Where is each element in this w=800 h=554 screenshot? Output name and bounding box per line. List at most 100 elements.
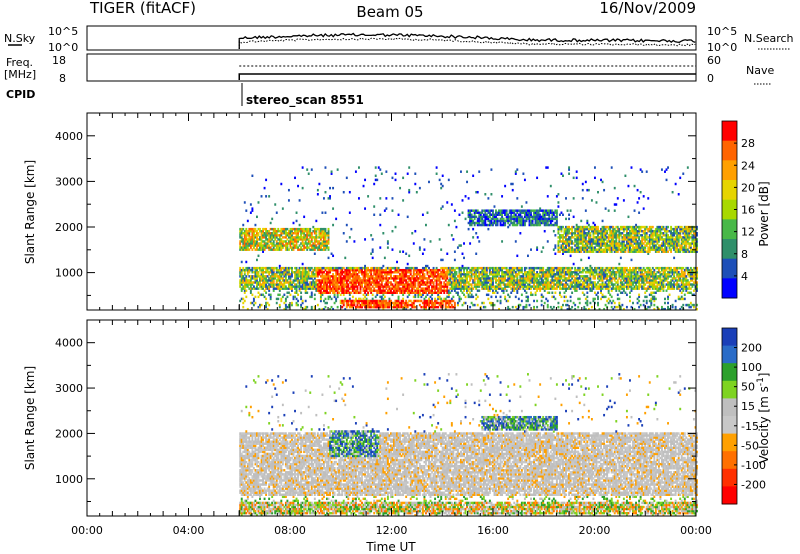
heatmap-cell [542, 221, 545, 225]
heatmap-cell [587, 285, 590, 288]
heatmap-cell [304, 234, 307, 237]
heatmap-cell [501, 273, 504, 276]
heatmap-cell [476, 279, 479, 282]
heatmap-cell [525, 215, 528, 219]
heatmap-cell [543, 301, 546, 305]
heatmap-cell [260, 285, 263, 288]
heatmap-cell [309, 240, 312, 243]
heatmap-cell [493, 277, 496, 280]
heatmap-cell [327, 229, 330, 233]
heatmap-cell [495, 217, 497, 221]
heatmap-cell [434, 303, 437, 307]
heatmap-cell [289, 279, 292, 282]
heatmap-cell [537, 221, 540, 225]
heatmap-cell [324, 248, 327, 251]
heatmap-cell [280, 285, 283, 288]
heatmap-cell [268, 236, 271, 239]
heatmap-cell [600, 232, 602, 235]
heatmap-cell [297, 303, 300, 307]
heatmap-cell [590, 281, 593, 284]
heatmap-cell [622, 279, 625, 282]
heatmap-cell [304, 246, 307, 249]
heatmap-cell [361, 281, 363, 284]
heatmap-cell [593, 223, 596, 227]
heatmap-cell [621, 250, 624, 253]
heatmap-cell [310, 293, 313, 297]
heatmap-cell [513, 266, 516, 270]
heatmap-cell [306, 246, 309, 249]
heatmap-cell [607, 301, 610, 305]
heatmap-cell [530, 271, 532, 274]
heatmap-cell [441, 205, 444, 208]
heatmap-cell [610, 271, 613, 274]
heatmap-cell [632, 275, 634, 278]
heatmap-cell [291, 232, 293, 235]
heatmap-cell [364, 178, 367, 182]
heatmap-cell [313, 305, 316, 309]
heatmap-cell [456, 291, 459, 294]
heatmap-cell [405, 275, 408, 278]
heatmap-cell [464, 279, 467, 282]
heatmap-cell [371, 279, 374, 282]
heatmap-cell [304, 227, 307, 231]
heatmap-cell [338, 279, 341, 282]
heatmap-cell [284, 227, 287, 231]
heatmap-cell [431, 303, 434, 307]
heatmap-cell [240, 227, 243, 231]
heatmap-cell [313, 281, 316, 284]
heatmap-cell [555, 217, 558, 221]
heatmap-cell [597, 281, 599, 284]
heatmap-cell [292, 246, 295, 249]
heatmap-cell [278, 285, 281, 288]
heatmap-cell [275, 285, 278, 288]
heatmap-cell [402, 297, 405, 301]
heatmap-cell [499, 281, 502, 284]
heatmap-cell [555, 283, 558, 286]
heatmap-cell [484, 211, 487, 214]
heatmap-cell [327, 236, 330, 239]
heatmap-cell [622, 199, 625, 202]
heatmap-cell [514, 217, 517, 221]
heatmap-cell [619, 275, 622, 278]
heatmap-cell [546, 166, 549, 169]
heatmap-cell [274, 244, 277, 247]
heatmap-cell [315, 232, 318, 235]
heatmap-cell [301, 248, 304, 251]
heatmap-cell [598, 240, 601, 243]
heatmap-cell [359, 289, 362, 292]
heatmap-cell [580, 279, 583, 282]
heatmap-cell [332, 285, 335, 288]
heatmap-cell [268, 248, 271, 251]
heatmap-cell [327, 234, 330, 237]
heatmap-cell [569, 246, 572, 249]
heatmap-cell [466, 285, 469, 288]
heatmap-cell [476, 295, 479, 299]
heatmap-cell [463, 279, 465, 282]
heatmap-cell [342, 190, 345, 194]
heatmap-cell [254, 234, 257, 237]
heatmap-cell [418, 271, 421, 274]
heatmap-cell [607, 209, 610, 212]
heatmap-cell [612, 266, 615, 270]
heatmap-cell [335, 275, 338, 278]
heatmap-cell [610, 266, 613, 270]
heatmap-cell [481, 266, 484, 270]
heatmap-cell [595, 236, 598, 239]
heatmap-cell [467, 285, 470, 288]
heatmap-cell [335, 277, 338, 280]
heatmap-cell [240, 297, 243, 301]
heatmap-cell [242, 305, 245, 309]
heatmap-cell [396, 268, 398, 272]
heatmap-cell [240, 283, 243, 286]
heatmap-cell [597, 244, 599, 247]
heatmap-cell [403, 303, 406, 307]
heatmap-cell [502, 281, 505, 284]
heatmap-cell [590, 250, 593, 253]
heatmap-cell [513, 213, 516, 216]
heatmap-cell [327, 295, 330, 299]
heatmap-cell [269, 297, 272, 301]
heatmap-cell [531, 279, 534, 282]
heatmap-cell [449, 291, 452, 294]
heatmap-cell [426, 211, 429, 214]
heatmap-cell [371, 285, 374, 288]
